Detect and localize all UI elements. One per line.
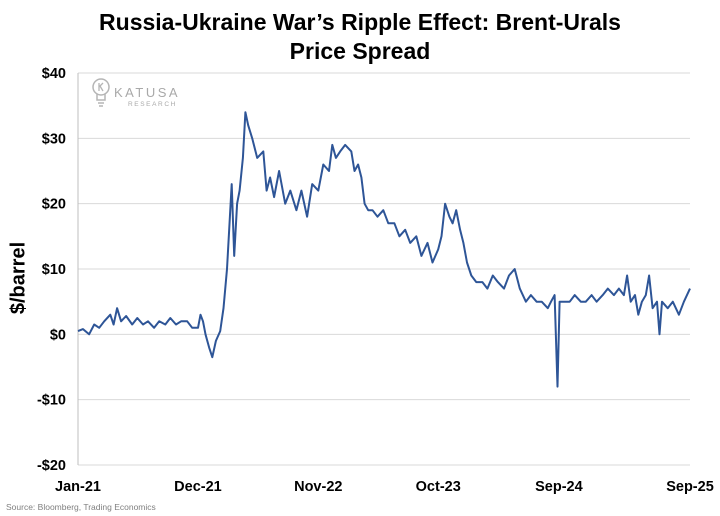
y-tick-label: $40 (42, 66, 66, 82)
series (77, 111, 691, 388)
y-tick-label: $30 (42, 131, 66, 147)
x-tick-label: Oct-23 (416, 479, 461, 495)
y-tick-label: $0 (50, 327, 66, 343)
x-tick-label: Dec-21 (174, 479, 222, 495)
source-note: Source: Bloomberg, Trading Economics (6, 502, 156, 512)
logo-subtitle: RESEARCH (128, 101, 177, 108)
y-tick-label: $20 (42, 197, 66, 213)
x-tick-labels: Jan-21 Dec-21 Nov-22 Oct-23 Sep-24 Sep-25 (55, 479, 714, 495)
logo-wordmark: KATUSA (114, 85, 181, 100)
x-tick-label: Sep-24 (535, 479, 583, 495)
katusa-logo: KATUSA RESEARCH (90, 76, 200, 114)
y-tick-label: -$20 (37, 458, 66, 474)
y-tick-label: $10 (42, 262, 66, 278)
y-tick-labels: $40 $30 $20 $10 $0 -$10 -$20 (37, 66, 66, 474)
y-axis-label: $/barrel (7, 241, 30, 315)
x-tick-label: Jan-21 (55, 479, 101, 495)
lightbulb-icon (92, 78, 110, 107)
series-line-0 (77, 111, 691, 388)
x-tick-label: Nov-22 (294, 479, 342, 495)
gridlines (78, 72, 690, 466)
x-tick-label: Sep-25 (666, 479, 714, 495)
chart-title: Russia-Ukraine War’s Ripple Effect: Bren… (99, 9, 621, 64)
y-tick-label: -$10 (37, 393, 66, 409)
